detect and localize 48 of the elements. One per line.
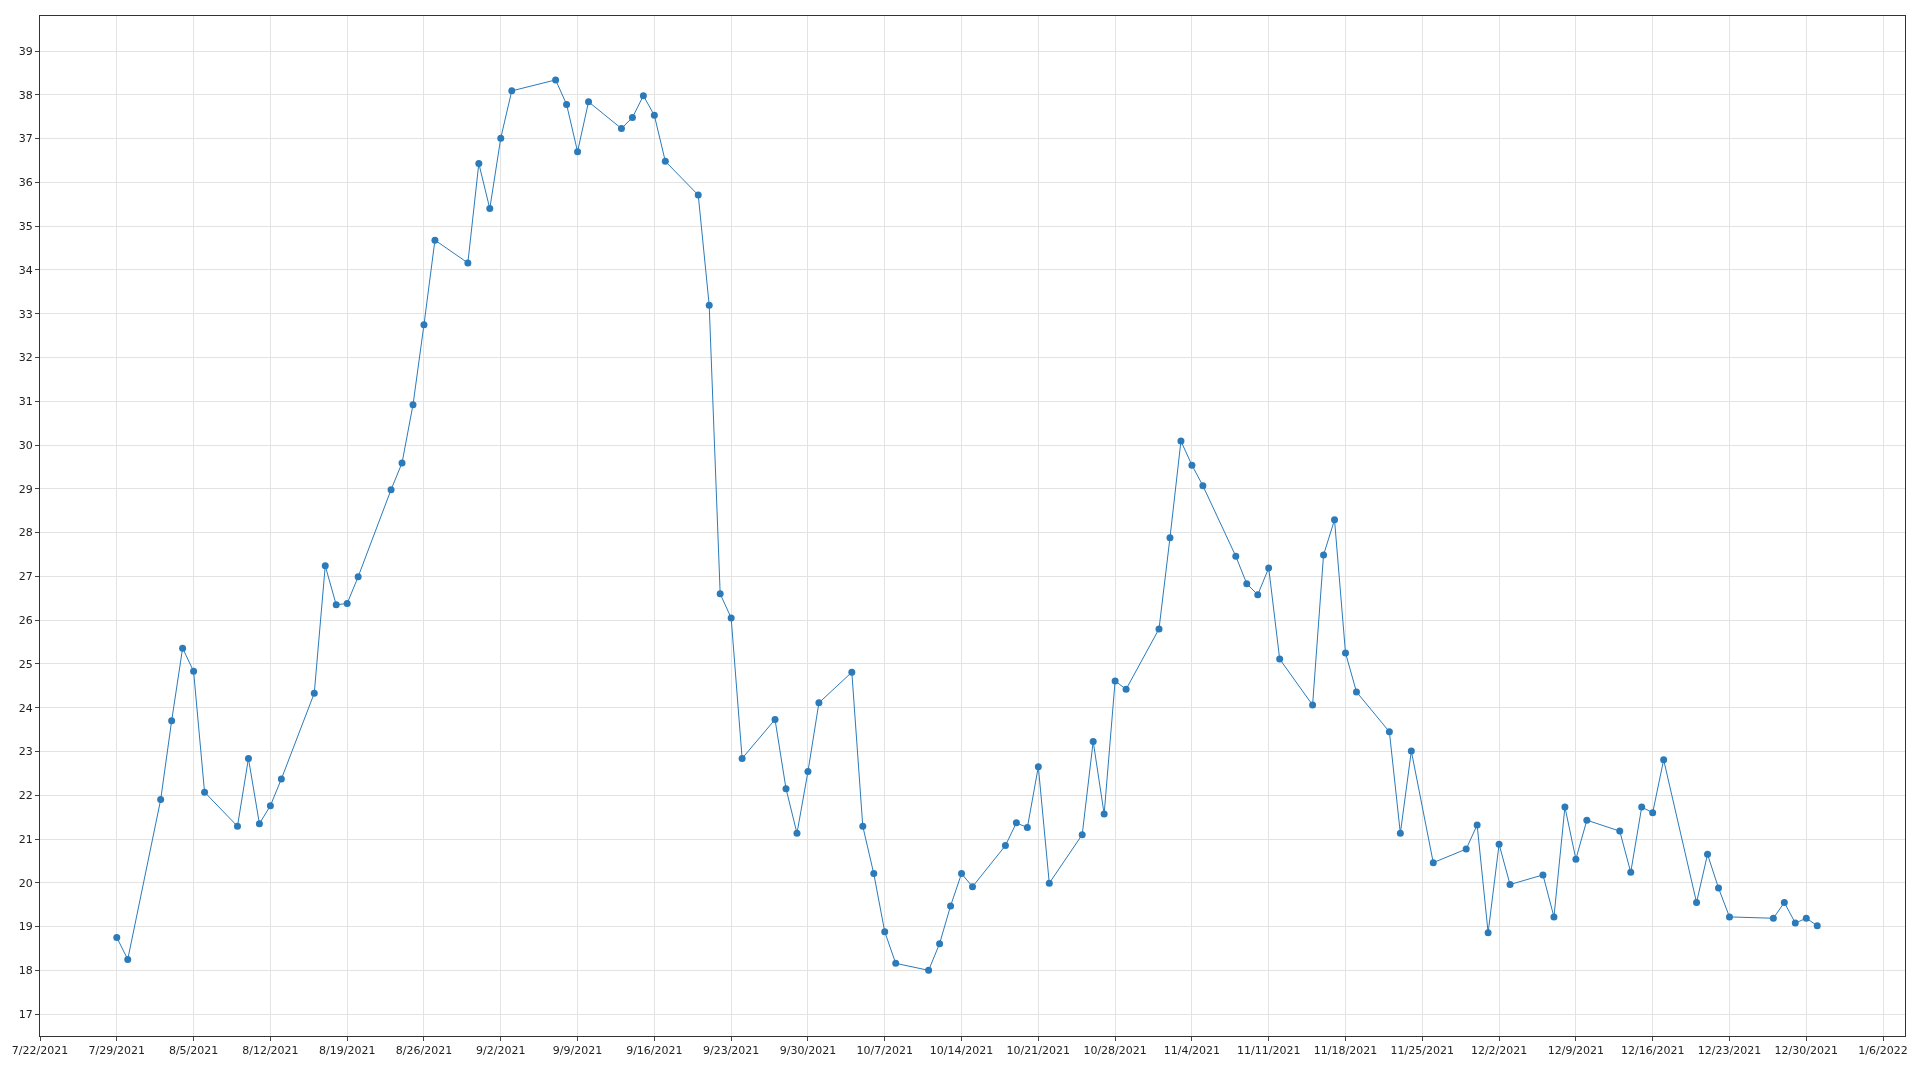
x-tick-label: 8/12/2021: [242, 1044, 299, 1058]
x-tick-label: 11/25/2021: [1390, 1044, 1454, 1058]
y-tick-label: 23: [18, 745, 33, 759]
y-tick-label: 36: [18, 176, 33, 190]
x-tick-label: 10/14/2021: [929, 1044, 994, 1058]
y-tick-label: 32: [18, 351, 33, 365]
x-tick-label: 9/16/2021: [626, 1044, 683, 1058]
x-tick-label: 10/7/2021: [856, 1044, 913, 1058]
x-tick-label: 12/23/2021: [1697, 1044, 1762, 1058]
y-tick-label: 26: [18, 613, 33, 627]
y-tick-label: 17: [18, 1007, 33, 1021]
x-tick-label: 8/5/2021: [168, 1044, 219, 1058]
x-tick-label: 10/28/2021: [1083, 1044, 1147, 1058]
x-tick-label: 9/2/2021: [476, 1044, 526, 1058]
x-tick-label: 10/21/2021: [1006, 1044, 1071, 1058]
y-tick-label: 18: [18, 964, 33, 978]
x-tick-label: 11/11/2021: [1237, 1044, 1301, 1058]
y-tick-label: 20: [18, 876, 33, 890]
y-tick-label: 33: [18, 307, 33, 321]
x-tick-label: 12/16/2021: [1620, 1044, 1685, 1058]
y-tick-label: 31: [18, 395, 33, 409]
x-tick-label: 12/30/2021: [1774, 1044, 1838, 1058]
y-tick-label: 21: [18, 832, 33, 846]
y-tick-label: 28: [18, 526, 33, 540]
y-tick-label: 30: [18, 438, 33, 452]
y-tick-label: 24: [18, 701, 33, 715]
y-tick-label: 34: [18, 263, 33, 277]
x-tick-label: 9/23/2021: [702, 1044, 760, 1058]
x-tick-label: 12/9/2021: [1547, 1044, 1605, 1058]
y-tick-label: 25: [18, 657, 33, 671]
y-tick-label: 29: [18, 482, 33, 496]
x-tick-label: 7/22/2021: [11, 1044, 69, 1058]
y-tick-label: 35: [18, 219, 33, 233]
x-tick-label: 12/2/2021: [1470, 1044, 1528, 1058]
x-tick-label: 9/30/2021: [779, 1044, 837, 1058]
x-tick-label: 8/19/2021: [318, 1044, 376, 1058]
y-tick-label: 19: [18, 920, 33, 934]
x-tick-label: 7/29/2021: [88, 1044, 145, 1058]
x-tick-label: 1/6/2022: [1858, 1044, 1908, 1058]
x-tick-label: 9/9/2021: [552, 1044, 603, 1058]
y-tick-label: 27: [18, 570, 33, 584]
y-tick-label: 22: [18, 789, 33, 803]
x-tick-label: 11/18/2021: [1313, 1044, 1378, 1058]
x-tick-label: 8/26/2021: [395, 1044, 453, 1058]
y-tick-label: 37: [18, 132, 33, 146]
x-tick-label: 11/4/2021: [1163, 1044, 1221, 1058]
y-tick-label: 39: [18, 44, 33, 58]
y-tick-label: 38: [18, 88, 33, 102]
